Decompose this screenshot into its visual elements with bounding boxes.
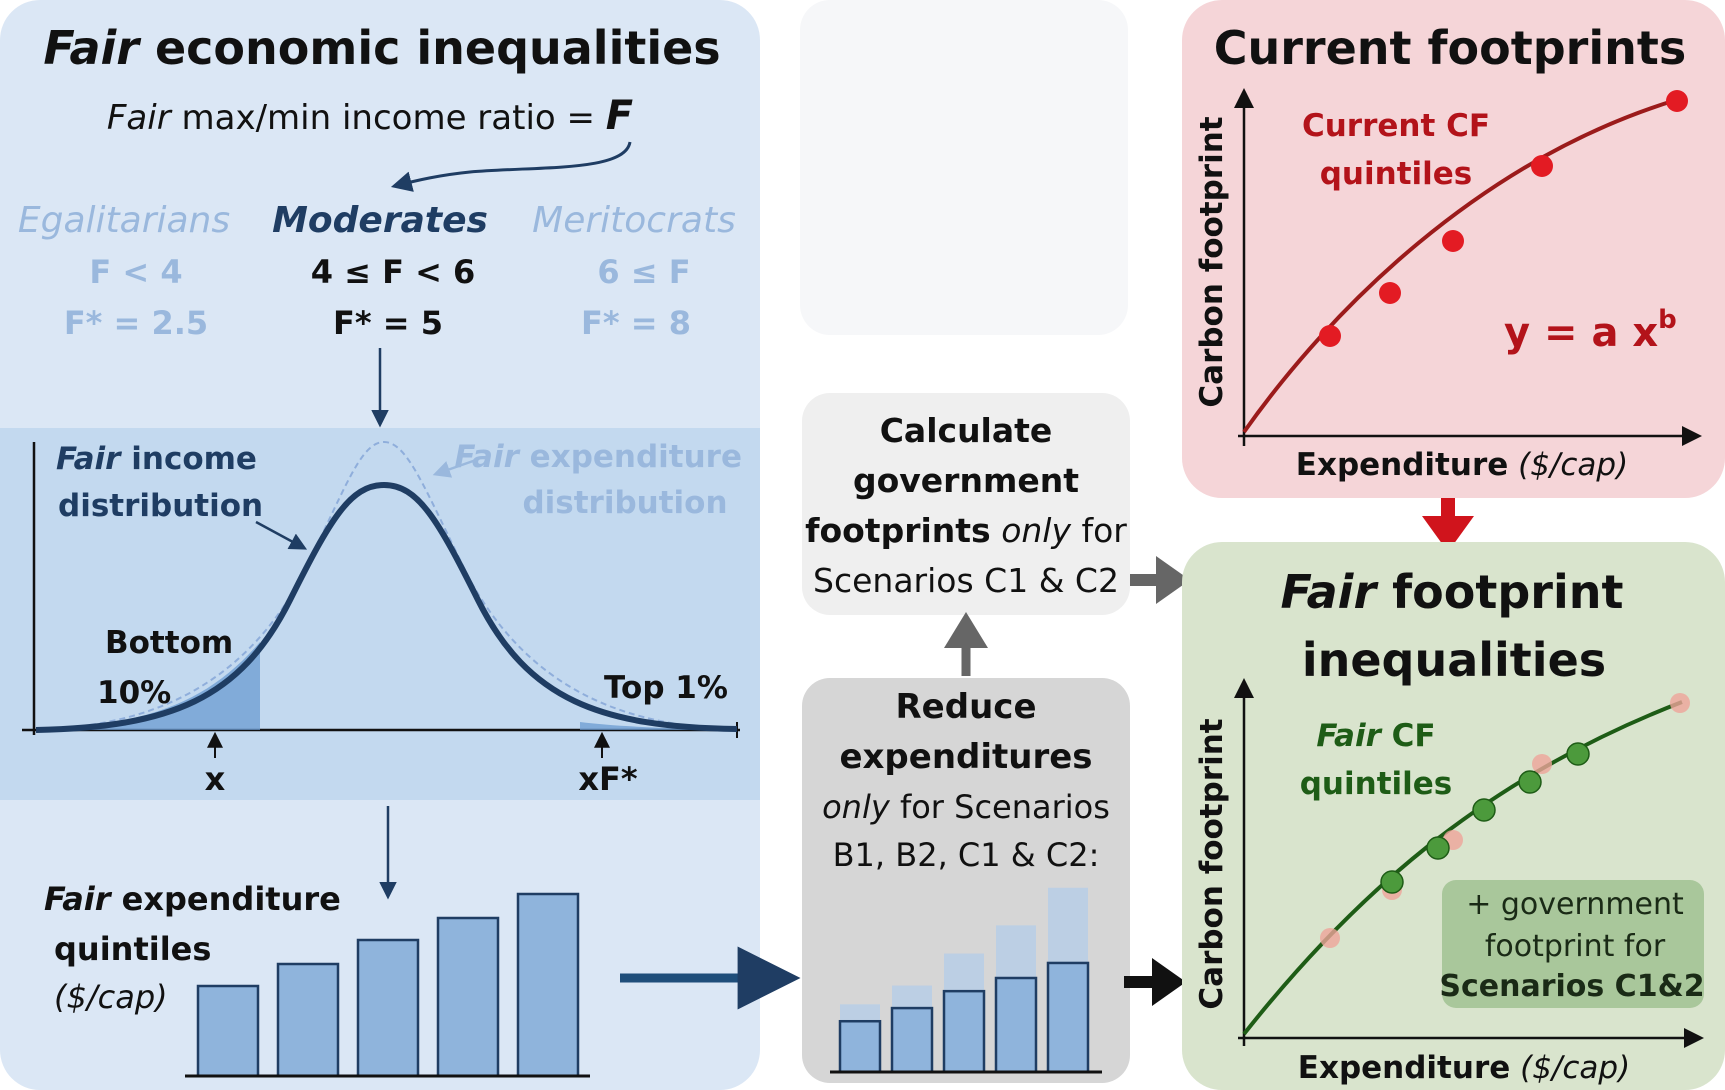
quintile-bar — [436, 916, 500, 1078]
reduce-to-fair-arrowhead — [1152, 958, 1186, 1006]
group-meritocrats: Meritocrats 6 ≤ F F* = 8 — [532, 200, 736, 342]
income-distribution-label-line2: distribution — [58, 488, 263, 524]
expenditure-distribution-label-line2: distribution — [522, 485, 727, 521]
group-name: Moderates — [272, 200, 488, 241]
calculate-box-line3: footprints only for — [805, 511, 1127, 550]
calculate-box-line1: Calculate — [880, 411, 1053, 450]
income-distribution-label: Fair income — [56, 441, 257, 477]
reduce-to-calculate-arrowhead — [944, 612, 988, 648]
quintile-bar — [356, 938, 420, 1078]
reduced-expenditure-bar — [994, 976, 1038, 1074]
current-cf-label-line2: quintiles — [1320, 156, 1473, 192]
calculate-box-line4: Scenarios C1 & C2 — [813, 561, 1119, 600]
reduce-expenditures-box: Reduce expenditures only for Scenarios B… — [802, 678, 1130, 1083]
reduced-expenditure-bar — [942, 989, 986, 1074]
fair-cf-point — [1472, 798, 1496, 822]
fair-cf-label: Fair CF — [1316, 718, 1435, 754]
reduce-box-line4: B1, B2, C1 & C2: — [833, 836, 1100, 874]
left-panel: Fair economic inequalities Fair max/min … — [0, 0, 760, 1090]
fair-cf-label-line2: quintiles — [1300, 766, 1453, 802]
current-y-axis-label: Carbon footprint — [1194, 116, 1230, 407]
quintile-bar — [276, 962, 340, 1078]
fair-expenditure-distribution-curve — [39, 440, 736, 730]
distribution-chart: Fair income distribution Fair expenditur… — [22, 439, 742, 798]
group-fstar: F* = 5 — [333, 304, 443, 342]
current-cf-reference-point — [1670, 693, 1690, 713]
fair-panel-title: Fair footprint — [1281, 565, 1624, 619]
quintile-bar — [196, 984, 260, 1078]
current-cf-reference-point — [1320, 928, 1340, 948]
government-note-line2: footprint for — [1485, 929, 1666, 964]
fair-y-axis-label: Carbon footprint — [1194, 718, 1230, 1009]
top-1-shaded-area — [580, 722, 737, 730]
xf-marker-label: xF* — [578, 760, 638, 798]
current-cf-reference-point — [1532, 754, 1552, 774]
group-egalitarians: Egalitarians F < 4 F* = 2.5 — [18, 200, 230, 342]
distribution-band — [0, 428, 760, 800]
reduce-box-line3: only for Scenarios — [822, 788, 1110, 826]
group-moderates: Moderates 4 ≤ F < 6 F* = 5 — [272, 200, 488, 342]
fair-panel-title-line2: inequalities — [1302, 633, 1606, 687]
group-fstar: F* = 2.5 — [64, 304, 208, 342]
calculate-government-footprints-box: Calculate government footprints only for… — [802, 393, 1130, 615]
reduce-box-line2: expenditures — [839, 737, 1092, 777]
government-note-line1: + government — [1466, 887, 1684, 922]
top-1-label: Top 1% — [604, 670, 728, 706]
reduced-expenditure-bar — [890, 1006, 934, 1074]
bottom-10-label: Bottom — [105, 625, 233, 661]
group-name: Egalitarians — [18, 200, 230, 241]
expenditure-distribution-label: Fair expenditure — [454, 439, 742, 475]
government-footprint-note-box — [1442, 880, 1704, 1008]
fair-expenditure-quintile-bars — [196, 892, 580, 1078]
reduced-expenditure-bar — [1046, 961, 1090, 1074]
fair-cf-point — [1426, 836, 1450, 860]
fair-cf-point — [1380, 870, 1404, 894]
calculate-box-background — [802, 393, 1130, 615]
fair-x-axis-label: Expenditure ($/cap) — [1298, 1050, 1630, 1086]
current-cf-point — [1319, 325, 1341, 347]
x-marker-label: x — [205, 760, 226, 798]
reduce-box-line1: Reduce — [896, 687, 1037, 727]
quintiles-label-line2: quintiles — [54, 930, 211, 968]
fair-income-distribution-curve — [35, 481, 738, 733]
empty-placeholder-box — [800, 0, 1128, 335]
current-cf-point — [1379, 282, 1401, 304]
current-x-axis-label: Expenditure ($/cap) — [1296, 447, 1628, 483]
income-label-pointer — [255, 520, 308, 550]
calculate-box-line2: government — [853, 461, 1079, 500]
fair-footprint-panel: Fair footprint inequalities Carbon footp… — [1182, 542, 1725, 1090]
current-cf-curve — [1242, 98, 1677, 434]
fair-cf-point — [1518, 770, 1542, 794]
current-footprints-panel: Current footprints Carbon footprint Expe… — [1182, 0, 1725, 498]
fair-cf-point — [1566, 742, 1590, 766]
current-cf-label: Current CF — [1302, 108, 1490, 144]
group-range: 6 ≤ F — [597, 253, 690, 291]
quintile-bar — [516, 892, 580, 1078]
current-cf-point — [1666, 90, 1688, 112]
reduced-expenditure-bar — [838, 1019, 882, 1074]
group-range: F < 4 — [89, 253, 182, 291]
group-fstar: F* = 8 — [581, 304, 691, 342]
calculate-to-fair-arrowhead — [1156, 556, 1190, 604]
bottom-10-label-line2: 10% — [97, 675, 171, 711]
quintiles-unit-label: ($/cap) — [54, 978, 168, 1016]
expenditure-label-pointer — [432, 458, 477, 478]
government-note-line3: Scenarios C1&2 — [1439, 969, 1704, 1004]
ratio-to-moderates-arrow — [390, 141, 632, 192]
income-ratio-label: Fair max/min income ratio = F — [107, 93, 633, 139]
power-law-equation: y = a xb — [1504, 305, 1677, 356]
reduced-expenditure-bars — [838, 887, 1090, 1074]
left-panel-title: Fair economic inequalities — [43, 21, 720, 75]
current-cf-point — [1442, 230, 1464, 252]
current-panel-title: Current footprints — [1214, 21, 1687, 75]
current-cf-point — [1531, 155, 1553, 177]
bottom-10-shaded-area — [36, 642, 260, 730]
group-range: 4 ≤ F < 6 — [311, 253, 476, 291]
quintiles-label: Fair expenditure — [44, 880, 341, 918]
group-name: Meritocrats — [532, 200, 736, 241]
current-to-fair-arrowhead — [1422, 516, 1474, 552]
